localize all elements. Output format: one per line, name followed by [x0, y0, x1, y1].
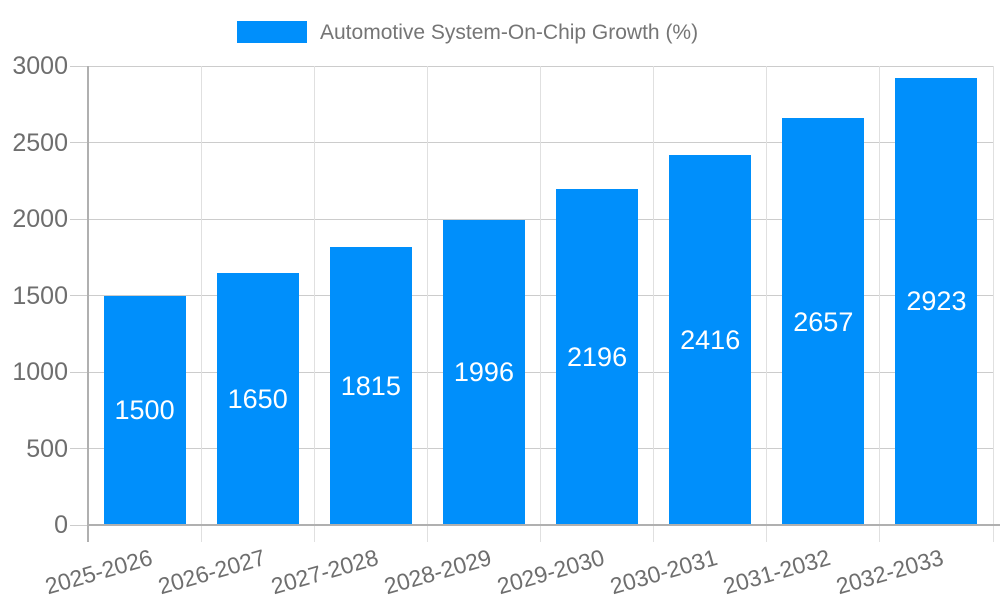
bar[interactable]: 1996: [442, 219, 525, 525]
category-boundary-line: [426, 66, 428, 542]
category-boundary-line: [540, 66, 541, 542]
bar-value-label: 2657: [793, 306, 854, 337]
x-tick-label: 2032-2033: [833, 544, 947, 600]
y-tick-label: 2500: [12, 128, 68, 157]
y-axis-tick: [70, 524, 88, 526]
bar[interactable]: 2416: [669, 155, 752, 525]
bar-value-label: 1650: [227, 383, 288, 414]
legend-swatch: [237, 21, 307, 43]
bar[interactable]: 2196: [556, 189, 639, 525]
y-axis-tick: [70, 371, 88, 373]
y-tick-label: 2000: [12, 205, 68, 233]
x-tick-label: 2029-2030: [494, 544, 608, 600]
x-tick-label: 2026-2027: [154, 544, 268, 600]
y-axis-tick: [70, 218, 88, 220]
y-axis-tick: [70, 295, 88, 296]
y-tick-label: 500: [26, 434, 68, 463]
y-tick-label: 3000: [12, 52, 68, 80]
y-axis-tick: [70, 142, 88, 143]
y-axis-tick: [70, 65, 88, 67]
y-axis-tick: [70, 448, 88, 449]
category-boundary-line: [653, 66, 655, 542]
x-tick-label: 2030-2031: [607, 544, 721, 600]
bar-value-label: 1996: [453, 357, 514, 388]
x-tick-label: 2031-2032: [720, 544, 834, 600]
y-tick-label: 0: [54, 511, 68, 539]
category-boundary-line: [200, 66, 202, 542]
x-axis-line: [87, 524, 1000, 526]
x-tick-label: 2027-2028: [268, 544, 381, 600]
bar[interactable]: 2923: [895, 77, 978, 525]
y-tick-label: 1500: [12, 281, 68, 310]
bar[interactable]: 1500: [103, 295, 186, 525]
category-boundary-line: [313, 66, 315, 542]
legend-label: Automotive System-On-Chip Growth (%): [320, 20, 699, 44]
bar[interactable]: 1650: [216, 272, 299, 525]
bar-value-label: 1815: [340, 371, 401, 402]
bar-value-label: 2416: [680, 325, 741, 356]
y-tick-label: 1000: [12, 358, 68, 386]
x-tick-label: 2025-2026: [41, 544, 155, 600]
bar-value-label: 2923: [906, 286, 967, 317]
category-boundary-line: [766, 66, 768, 542]
bar-value-label: 2196: [567, 341, 628, 372]
y-axis-line: [87, 66, 89, 542]
bar[interactable]: 2657: [782, 118, 865, 525]
bar[interactable]: 1815: [329, 247, 412, 525]
x-tick-label: 2028-2029: [381, 544, 495, 600]
category-boundary-line: [879, 66, 881, 542]
bar-value-label: 1500: [114, 395, 175, 426]
category-boundary-line: [992, 66, 994, 542]
